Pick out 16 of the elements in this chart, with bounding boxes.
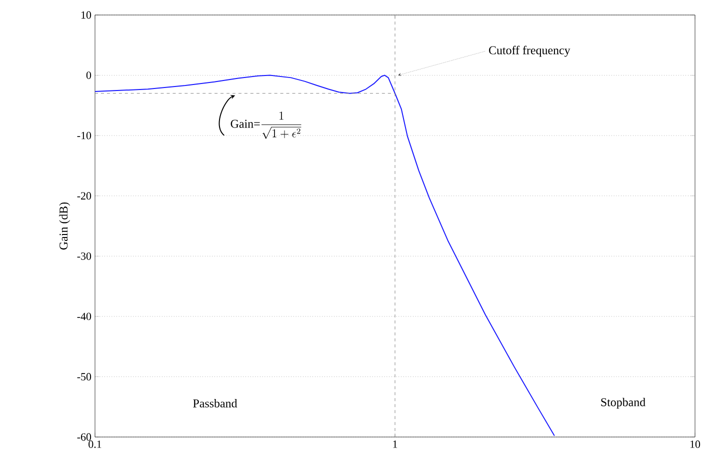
x-tick-label: 0.1 <box>88 440 102 448</box>
x-tick-label: 1 <box>393 440 398 448</box>
y-tick-label: -50 <box>77 373 92 380</box>
annotation: $\text{Gain=}\dfrac{1}{\sqrt{1+\epsilon^{2}}}$ <box>230 112 302 139</box>
y-tick-label: -30 <box>77 252 92 260</box>
annotation: Stopband <box>601 398 646 409</box>
y-tick-label: -10 <box>77 132 92 140</box>
y-tick-label: -20 <box>77 192 92 200</box>
y-tick-label: -60 <box>77 433 92 441</box>
y-tick-label: -40 <box>77 312 92 320</box>
y-axis-title: Gain (dB) <box>59 202 70 250</box>
y-tick-label: 10 <box>81 11 92 19</box>
annotation: Passband <box>193 399 238 408</box>
x-tick-label: 10 <box>690 440 700 448</box>
y-tick-label: 0 <box>86 72 92 79</box>
annotation: Cutoff frequency <box>489 46 570 57</box>
